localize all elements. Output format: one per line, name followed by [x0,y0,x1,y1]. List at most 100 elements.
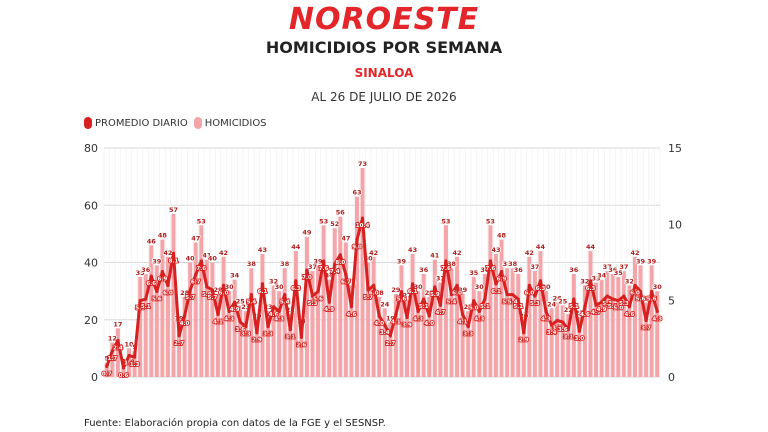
bar [138,276,143,377]
bar-value-label: 53 [197,217,206,225]
line-value-label: 4.3 [652,316,662,322]
line-point [588,279,593,283]
line-point [294,279,298,283]
bar-value-label: 41 [202,252,212,260]
line-point [360,216,365,220]
bar-value-label: 43 [258,246,267,254]
bar-value-label: 30 [475,283,485,291]
bar [582,285,587,377]
legend-item-line[interactable]: PROMEDIO DIARIO [84,117,188,129]
bar [510,268,515,377]
line-value-label: 4.6 [625,312,635,318]
bar-value-label: 42 [630,249,639,257]
legend-swatch-bar [193,117,202,129]
line-point [627,305,632,309]
line-value-label: 1.4 [124,361,134,367]
bar [332,228,337,377]
line-value-label: 5.1 [608,304,618,310]
line-point [127,354,131,358]
line-value-label: 6.7 [191,280,201,286]
bar [594,282,599,377]
line-value-label: 4.1 [213,319,223,325]
line-point [249,292,253,297]
line-point [544,309,548,313]
bar [455,256,460,377]
line-value-label: 5.9 [202,292,212,298]
line-value-label: 4.1 [458,319,468,325]
bar-value-label: 46 [147,237,157,245]
line-point [549,323,554,327]
line-value-label: 6.1 [258,289,268,295]
line-value-label: 7.6 [441,266,451,272]
chart-title: HOMICIDIOS POR SEMANA [265,38,503,57]
line-value-label: 2.9 [519,338,529,344]
line-value-label: 6.0 [219,290,229,296]
bar [316,265,321,377]
bar-value-label: 52 [330,220,339,228]
bar-value-label: 22 [286,306,295,314]
bar [310,271,315,377]
line-value-label: 3.6 [558,327,568,333]
line-point [155,289,159,294]
line-point [305,268,309,272]
grid-lines [103,147,661,378]
line-value-label: 3.1 [285,335,295,341]
bar-value-label: 17 [113,320,122,328]
line-value-label: 6.0 [452,290,462,296]
bar-value-label: 33 [436,275,445,283]
bar-value-label: 10 [124,340,134,348]
bar-value-label: 22 [564,306,573,314]
bar [277,291,282,377]
bar [343,242,348,377]
brand-logo: NOROESTE [288,2,480,37]
bar-value-label: 39 [397,257,407,265]
bar [616,276,621,377]
bar [549,308,554,377]
line-value-label: 3.6 [235,327,245,333]
line-point [171,251,176,255]
bar-value-label: 20 [252,312,262,320]
bar-value-label: 44 [536,243,546,251]
line-value-label: 6.1 [408,289,418,295]
line-point [399,289,404,294]
line-point [483,297,487,301]
line-value-label: 5.3 [530,301,540,307]
line-value-label: 5.9 [430,292,440,298]
line-value-label: 5.3 [619,301,629,307]
bar-value-label: 33 [592,275,601,283]
line-value-label: 7.6 [319,266,329,272]
line-value-label: 5.4 [280,300,290,306]
bar-value-label: 24 [380,300,390,308]
line-value-label: 3.7 [552,326,562,332]
line-value-label: 7.4 [330,269,340,275]
line-point [277,309,281,313]
line-point [105,364,109,368]
line-point [177,334,181,338]
line-point [472,299,476,303]
bar [199,225,204,377]
line-point [444,259,448,263]
y-left-tick-label: 80 [84,142,98,155]
line-point [611,297,615,301]
chart-legend: PROMEDIO DIARIO HOMICIDIOS [84,117,267,129]
bar [393,293,398,377]
line-point [466,325,470,329]
bar [254,319,259,377]
bar-value-label: 38 [503,260,513,268]
line-value-label: 5.6 [397,297,407,303]
bar [499,239,504,377]
bar-value-label: 32 [269,277,278,285]
line-value-label: 5.0 [613,306,623,312]
line-point [655,309,659,313]
line-point [355,238,359,242]
legend-item-bar[interactable]: HOMICIDIOS [193,117,267,129]
bar [321,225,326,377]
bar [621,271,626,377]
bar-value-label: 41 [430,252,440,260]
line-value-label: 7.0 [302,275,312,281]
legend-swatch-line [84,117,92,129]
line-point [394,312,398,317]
line-value-label: 0.6 [119,373,129,379]
line-point [132,355,137,359]
line-point [283,292,287,297]
